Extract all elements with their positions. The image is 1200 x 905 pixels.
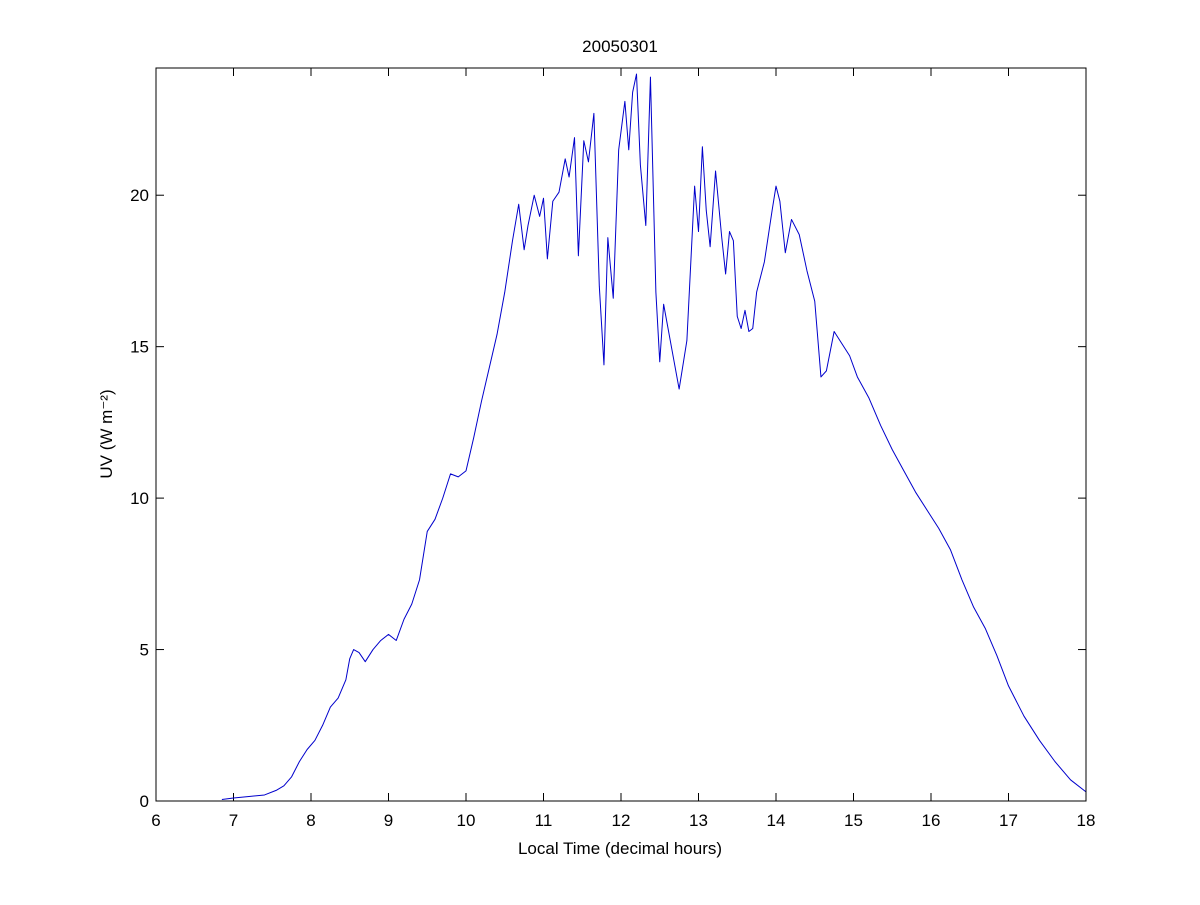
y-tick-label: 10: [130, 489, 149, 508]
chart-title: 20050301: [582, 37, 658, 56]
axis-ticks: 6 7 8 9 10 11 12 13 14 15 16 17 18 0 5 10 15 20: [130, 68, 1095, 830]
x-tick-label: 17: [999, 811, 1018, 830]
x-tick-label: 8: [306, 811, 315, 830]
y-tick-label: 5: [140, 641, 149, 660]
x-tick-label: 16: [922, 811, 941, 830]
x-tick-label: 11: [535, 811, 553, 830]
y-axis-label: UV (W m⁻²): [97, 389, 116, 478]
x-tick-label: 6: [151, 811, 160, 830]
series-layer: [221, 73, 1087, 800]
x-tick-label: 14: [767, 811, 786, 830]
x-tick-label: 7: [229, 811, 238, 830]
y-tick-label: 0: [140, 792, 149, 811]
x-tick-label: 15: [844, 811, 863, 830]
y-tick-label: 20: [130, 186, 149, 205]
x-tick-label: 13: [689, 811, 708, 830]
uv-series-line: [221, 73, 1087, 800]
x-tick-label: 12: [612, 811, 631, 830]
x-axis-label: Local Time (decimal hours): [518, 839, 722, 858]
plot-frame: [155, 67, 1087, 802]
x-tick-label: 10: [457, 811, 476, 830]
y-tick-label: 15: [130, 338, 149, 357]
x-tick-label: 9: [384, 811, 393, 830]
x-tick-label: 18: [1077, 811, 1096, 830]
